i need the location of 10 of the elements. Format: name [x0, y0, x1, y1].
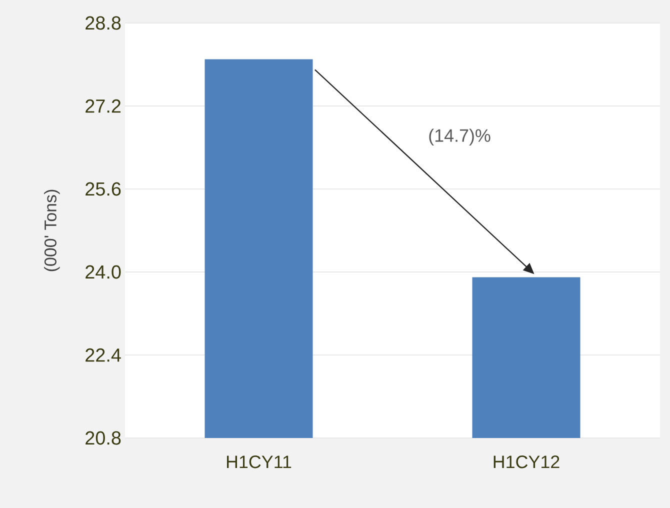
y-tick-label: 20.8: [86, 431, 121, 445]
x-tick-label: H1CY12: [494, 456, 560, 468]
y-axis-title: (000' Tons): [44, 190, 60, 272]
y-tick-label: 24.0: [86, 265, 121, 279]
y-tick-label: 27.2: [86, 99, 121, 113]
annotation: (14.7)%: [429, 128, 490, 146]
y-tick-label: 22.4: [86, 348, 121, 362]
x-tick-label: H1CY11: [226, 456, 292, 468]
y-tick-label: 28.8: [86, 16, 121, 30]
y-tick-label: 25.6: [86, 182, 121, 196]
